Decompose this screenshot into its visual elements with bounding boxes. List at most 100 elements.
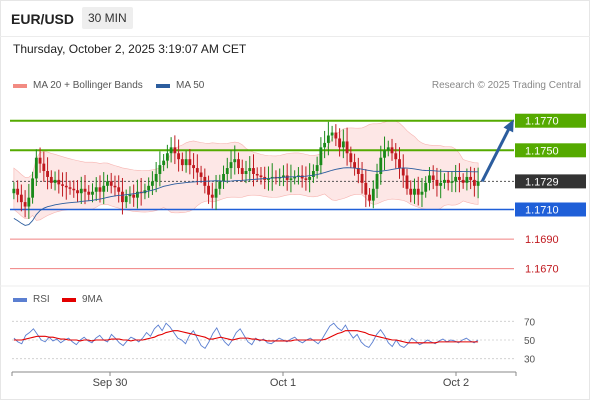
candle-body	[117, 187, 121, 192]
ma50-label: MA 50	[176, 80, 205, 91]
level-tag-1.1750	[515, 143, 586, 158]
candle-body	[233, 159, 237, 163]
rsi-tick-label: 50	[524, 336, 536, 347]
candle-body	[177, 153, 181, 160]
candle-body	[169, 147, 173, 154]
candle-body	[416, 188, 420, 195]
candle-body	[248, 168, 252, 172]
time-tick-label: Oct 2	[443, 377, 469, 389]
candle-body	[154, 173, 158, 182]
time-tick-label: Sep 30	[93, 377, 128, 389]
candle-body	[16, 188, 20, 195]
candle-body	[461, 179, 465, 183]
candle-body	[12, 188, 16, 194]
candle-body	[300, 175, 304, 179]
candle-body	[91, 191, 94, 195]
rsi-label: RSI	[33, 294, 50, 305]
candle-body	[158, 165, 162, 174]
legend-rsi: RSI	[13, 294, 50, 305]
level-tag-1.1710	[515, 202, 586, 217]
timestamp-line: Thursday, October 2, 2025 3:19:07 AM CET	[13, 42, 247, 56]
candle-body	[450, 181, 454, 183]
time-axis: Sep 30 Oct 1 Oct 2	[11, 371, 517, 389]
candle-body	[188, 159, 192, 166]
candle-body	[244, 171, 248, 174]
candle-body	[476, 181, 480, 186]
ma20-label: MA 20 + Bollinger Bands	[33, 80, 143, 91]
chart-header: EUR/USD 30 MIN	[0, 0, 590, 37]
candle-body	[106, 181, 109, 186]
candle-body	[465, 176, 469, 183]
candle-body	[199, 172, 203, 177]
timeframe-button[interactable]: 30 MIN	[82, 7, 133, 29]
candle-body	[180, 159, 184, 166]
candle-body	[364, 182, 368, 195]
candle-body	[252, 168, 255, 174]
candle-body	[38, 157, 42, 164]
candle-body	[132, 194, 136, 198]
candle-body	[371, 188, 375, 201]
candle-body	[472, 179, 476, 186]
legend-ma20: MA 20 + Bollinger Bands	[13, 80, 143, 91]
candle-body	[409, 188, 413, 195]
candle-body	[398, 159, 401, 169]
candle-body	[53, 179, 57, 183]
candle-body	[147, 185, 151, 191]
candle-body	[222, 173, 225, 182]
candle-body	[76, 190, 79, 194]
candle-body	[446, 179, 450, 183]
candle-body	[237, 159, 240, 169]
candle-body	[192, 165, 196, 169]
candle-body	[150, 181, 154, 186]
level-label-1.1710: 1.1710	[525, 204, 559, 216]
candle-body	[454, 176, 458, 182]
candle-body	[19, 194, 23, 203]
rsi-line	[13, 322, 479, 350]
candle-body	[184, 159, 188, 166]
candle-body	[330, 132, 334, 136]
candle-body	[323, 142, 327, 148]
candle-body	[173, 147, 177, 154]
candle-body	[229, 162, 233, 169]
candle-body	[102, 185, 106, 192]
candle-body	[428, 175, 431, 183]
candle-body	[368, 194, 371, 201]
rsi-swatch	[13, 297, 27, 302]
candle-body	[128, 194, 132, 197]
candle-body	[267, 178, 270, 180]
candle-body	[109, 181, 113, 186]
candle-body	[83, 188, 87, 192]
candle-body	[240, 168, 244, 174]
candle-body	[285, 175, 289, 180]
rsi-plot-area: 70 50 30	[0, 285, 590, 366]
candle-body	[360, 173, 364, 183]
candle-body	[334, 132, 338, 139]
candle-body	[424, 182, 428, 192]
candle-body	[353, 162, 356, 169]
level-label-1.1750: 1.1750	[525, 145, 559, 157]
forecast-arrowhead	[503, 119, 514, 133]
candle-body	[341, 141, 345, 148]
candle-body	[136, 191, 139, 198]
candle-body	[375, 173, 379, 189]
candle-body	[390, 147, 394, 154]
price-plot-area: 1.1770 1.1750 1.1729 1.1710 1.1690 1.1670	[10, 113, 586, 276]
candle-body	[282, 175, 285, 177]
ma9-label: 9MA	[82, 294, 103, 305]
candle-body	[394, 153, 398, 160]
legend-9ma: 9MA	[62, 294, 103, 305]
candle-body	[439, 182, 443, 186]
candle-body	[431, 175, 435, 180]
candle-body	[356, 168, 360, 174]
candle-body	[435, 179, 439, 186]
candle-body	[345, 141, 349, 154]
candle-body	[195, 168, 199, 173]
candle-body	[326, 135, 330, 143]
candle-body	[79, 188, 83, 194]
candle-body	[46, 171, 49, 177]
ma20-swatch	[13, 83, 27, 88]
candle-body	[98, 187, 102, 192]
candle-body	[72, 188, 76, 191]
candle-body	[225, 168, 229, 174]
